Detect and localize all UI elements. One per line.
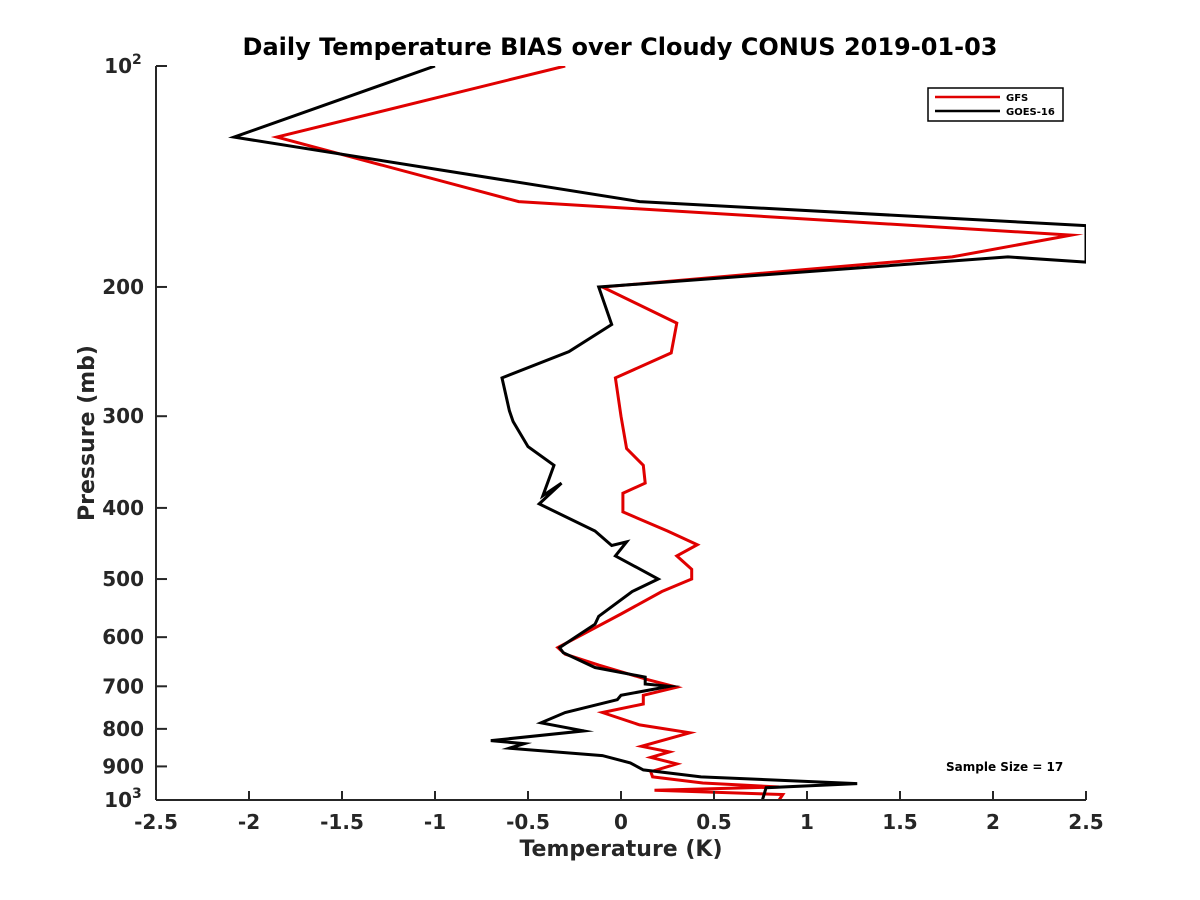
legend-label-goes-16: GOES-16 bbox=[1006, 107, 1055, 118]
x-tick-label: -0.5 bbox=[506, 810, 550, 834]
y-tick-label: 10 bbox=[104, 54, 132, 78]
x-tick-label: 1 bbox=[800, 810, 814, 834]
x-tick-label: -1 bbox=[424, 810, 446, 834]
x-tick-label: 2.5 bbox=[1068, 810, 1103, 834]
x-tick-label: 2 bbox=[986, 810, 1000, 834]
y-tick-label: 600 bbox=[102, 625, 144, 649]
y-tick-label: 900 bbox=[102, 754, 144, 778]
legend: GFS GOES-16 bbox=[927, 87, 1064, 122]
x-axis-title: Temperature (K) bbox=[519, 837, 722, 862]
series-line-goes-16 bbox=[228, 66, 1086, 800]
x-tick-label: -1.5 bbox=[320, 810, 364, 834]
y-tick-label: 500 bbox=[102, 567, 144, 591]
legend-box bbox=[927, 87, 1064, 122]
chart-title: Daily Temperature BIAS over Cloudy CONUS… bbox=[243, 33, 998, 61]
x-tick-label: 1.5 bbox=[882, 810, 917, 834]
x-tick-label: 0.5 bbox=[696, 810, 731, 834]
x-tick-label: -2.5 bbox=[134, 810, 178, 834]
y-tick-label: 300 bbox=[102, 404, 144, 428]
x-axis-ticks: -2.5 -2 -1.5 -1 -0.5 0 0.5 1 1.5 2 2.5 bbox=[134, 791, 1104, 834]
y-tick-label: 10 bbox=[104, 788, 132, 812]
legend-label-gfs: GFS bbox=[1006, 93, 1028, 104]
x-tick-label: 0 bbox=[614, 810, 628, 834]
series-line-gfs bbox=[270, 66, 1084, 800]
y-tick-label: 800 bbox=[102, 717, 144, 741]
y-axis-title: Pressure (mb) bbox=[75, 345, 100, 521]
x-tick-label: -2 bbox=[238, 810, 260, 834]
y-tick-exponent: 3 bbox=[132, 786, 142, 802]
series-layer bbox=[228, 66, 1086, 800]
y-tick-label: 700 bbox=[102, 674, 144, 698]
y-tick-label: 200 bbox=[102, 275, 144, 299]
y-tick-label: 400 bbox=[102, 496, 144, 520]
sample-size-annotation: Sample Size = 17 bbox=[946, 760, 1063, 774]
y-tick-exponent: 2 bbox=[132, 52, 142, 68]
